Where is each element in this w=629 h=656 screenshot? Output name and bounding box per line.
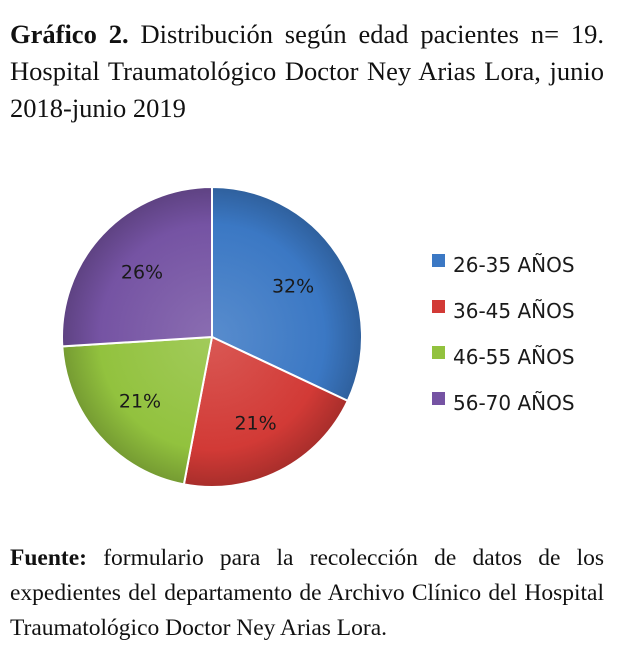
pie-slice-56-70 bbox=[61, 185, 213, 348]
legend-label: 46-55 AÑOS bbox=[453, 345, 575, 369]
legend-label: 26-35 AÑOS bbox=[453, 253, 575, 277]
legend-entry: 56-70 AÑOS bbox=[432, 391, 575, 415]
source-text: formulario para la recolección de datos … bbox=[10, 545, 604, 641]
chart-title-text: Distribución según edad pacientes n= 19.… bbox=[10, 19, 605, 123]
legend-swatch bbox=[432, 392, 445, 405]
legend-label: 56-70 AÑOS bbox=[453, 391, 575, 415]
pie-slice-26-35 bbox=[211, 185, 363, 403]
legend-entry: 26-35 AÑOS bbox=[432, 253, 575, 277]
legend-swatch bbox=[432, 300, 445, 313]
pie-slice-label: 32% bbox=[272, 276, 314, 298]
source-label: Fuente: bbox=[10, 545, 88, 571]
chart-title-number: Gráfico 2. bbox=[10, 19, 129, 49]
pie-chart: 32% 21% 21% 26% 26-35 AÑOS 36-45 AÑOS 46-55 A… bbox=[61, 185, 575, 488]
legend-swatch bbox=[432, 346, 445, 359]
legend-label: 36-45 AÑOS bbox=[453, 299, 575, 323]
pie-slice-label: 26% bbox=[121, 261, 163, 283]
pie-slice-label: 21% bbox=[234, 413, 276, 435]
chart-legend: 26-35 AÑOS 36-45 AÑOS 46-55 AÑOS 56-70 AÑOS bbox=[432, 253, 575, 415]
pie-slice-36-45 bbox=[182, 335, 350, 488]
pie-slice-label: 21% bbox=[119, 391, 161, 413]
pie-slices bbox=[61, 185, 363, 488]
legend-entry: 36-45 AÑOS bbox=[432, 299, 575, 323]
legend-entry: 46-55 AÑOS bbox=[432, 345, 575, 369]
pie-slice-labels: 32% 21% 21% 26% bbox=[119, 261, 314, 434]
chart-source-note: Fuente: formulario para la recolección d… bbox=[10, 541, 604, 646]
legend-swatch bbox=[432, 254, 445, 267]
pie-slice-46-55 bbox=[61, 335, 214, 486]
chart-title: Gráfico 2. Distribución según edad pacie… bbox=[10, 16, 604, 127]
